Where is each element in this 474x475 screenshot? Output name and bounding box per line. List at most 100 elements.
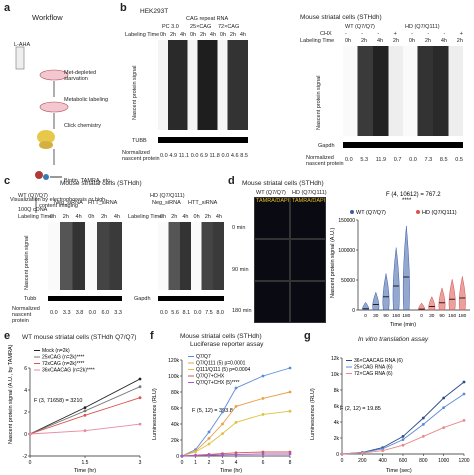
norm-value: 0.0	[160, 310, 168, 316]
violin	[438, 287, 446, 311]
time-label: 2h	[456, 38, 463, 44]
c-htt-sirna-hd: HTT_siRNA	[188, 200, 218, 206]
x-tick-label: 8	[289, 460, 292, 466]
b-hek-group-25cag: 25×CAG	[190, 24, 212, 30]
data-point	[207, 442, 211, 446]
d-violin-chart: F (4, 10612) = 767.2 **** WT (Q7/Q7) HD …	[330, 192, 470, 328]
data-point	[138, 377, 142, 381]
norm-value: 0.0	[160, 153, 168, 159]
data-point	[381, 449, 385, 453]
data-point	[207, 430, 211, 434]
x-tick-label: 180	[402, 313, 410, 319]
c-norm-wt: 0.0 3.3 3.8 0.0 6.0 3.3	[50, 310, 122, 316]
x-tick-label: 1000	[438, 458, 449, 464]
data-point	[83, 429, 87, 433]
b-hek-western-blot	[158, 40, 248, 130]
x-tick-label: 4	[235, 460, 238, 466]
norm-value: 5.6	[171, 310, 179, 316]
legend-label: 72xCAG (n=2k)****	[42, 361, 84, 367]
panel-label-f: f	[150, 330, 154, 342]
norm-value: 7.3	[424, 157, 433, 163]
time-label: 0h	[408, 38, 415, 44]
norm-value: 3.3	[114, 310, 122, 316]
e-xlabel: Time (hr)	[74, 468, 96, 474]
time-label: 2h	[424, 38, 431, 44]
c-htt-sirna-wt: HTT_siRNA	[88, 200, 118, 206]
data-point	[401, 443, 405, 447]
x-tick-label: 150	[392, 313, 400, 319]
norm-value: 8.1	[182, 310, 191, 316]
norm-value: 8.0	[216, 310, 224, 316]
x-tick-label: 1200	[458, 458, 469, 464]
y-tick-label: 80k	[171, 390, 180, 396]
violin	[458, 276, 466, 311]
d-micrograph-hd-0	[290, 197, 326, 239]
e-line-chart: Nascent protein signal (A.U., by TAMRA) …	[8, 344, 142, 474]
data-point	[288, 450, 292, 454]
data-point	[442, 426, 446, 429]
data-point	[401, 438, 405, 441]
f-xlabel: Time (hr)	[220, 468, 242, 474]
data-point	[340, 452, 344, 456]
time-label: 4h	[179, 32, 187, 38]
c-loading-wt: Tubb	[24, 296, 37, 302]
norm-value: 7.5	[205, 310, 213, 316]
y-tick-label: 4	[24, 388, 27, 394]
violin	[428, 295, 436, 311]
d-legend-wt: WT (Q7/Q7)	[356, 210, 386, 216]
g-plot-area: 0 2k 4k 6k 8k 10k 12k 0 200 400 600 800 1000 1200	[331, 356, 470, 464]
g-line-chart: Luminescence (RLU) Time (sec) F (2, 12) …	[310, 356, 470, 474]
y-tick-label: 0	[176, 454, 179, 460]
x-tick-label: 0	[420, 313, 423, 319]
data-point	[234, 453, 238, 456]
norm-value: 0.0	[190, 153, 199, 159]
b-hek-loading-label: TUBB	[132, 138, 147, 144]
c-labeling-time-hd: Labeling Time	[128, 214, 163, 220]
data-point	[83, 413, 87, 417]
y-tick-label: 0	[352, 308, 355, 314]
violin	[448, 279, 456, 311]
c-times-hd: 0h 2h 4h 0h 2h 4h	[160, 214, 222, 220]
norm-value: 0.0	[50, 310, 58, 316]
y-tick-label: -2	[23, 454, 28, 460]
norm-value: 4.6	[230, 153, 239, 159]
workflow-title: Workflow	[32, 13, 63, 22]
x-tick-label: 2	[208, 460, 211, 466]
c-norm-hd: 0.0 5.6 8.1 0.0 7.5 8.0	[160, 310, 224, 316]
data-point	[194, 450, 197, 454]
workflow-diagram	[14, 25, 109, 225]
c-gapdh-band	[158, 296, 224, 301]
norm-value: 8.5	[240, 153, 248, 159]
step-visualization: Visualization by electrophoresis or high…	[9, 197, 108, 209]
b-hek-group-header: CAG repeat RNA	[186, 16, 229, 22]
y-tick-label: 2	[24, 410, 27, 416]
panel-label-a: a	[4, 2, 11, 14]
e-title: WT mouse striatal cells (STHdh Q7/Q7)	[22, 334, 137, 341]
x-tick-label: 800	[419, 458, 428, 464]
x-tick-label: 6	[262, 460, 265, 466]
legend-label: 25xCAG (n=2k)****	[42, 355, 84, 361]
data-point	[194, 454, 197, 457]
time-label: 0h	[189, 32, 197, 38]
data-point	[138, 396, 142, 400]
c-hd: HD (Q7/Q111)	[150, 193, 185, 199]
step-laha: L-AHA	[14, 42, 31, 48]
b-sthdh-title: Mouse striatal cells (STHdh)	[300, 14, 382, 21]
norm-value: 0.0	[193, 310, 202, 316]
violin	[362, 301, 370, 311]
x-tick-label: 3	[221, 460, 224, 466]
data-point	[442, 396, 446, 400]
g-title: In vitro translation assay	[358, 336, 429, 343]
data-point	[288, 409, 292, 413]
legend-label: Q7/Q111 (5) p=0.0001	[196, 361, 246, 367]
b-sthdh-chx: CHX	[320, 31, 332, 37]
chx-mark: -	[443, 31, 446, 37]
time-label: 0h	[50, 214, 57, 220]
norm-value: 0.0	[221, 153, 230, 159]
x-tick-label: 30	[373, 313, 379, 319]
data-point	[288, 390, 292, 394]
ribosome-icon	[37, 130, 55, 144]
norm-value: 3.8	[75, 310, 84, 316]
data-point	[180, 454, 184, 458]
data-point	[207, 437, 211, 440]
